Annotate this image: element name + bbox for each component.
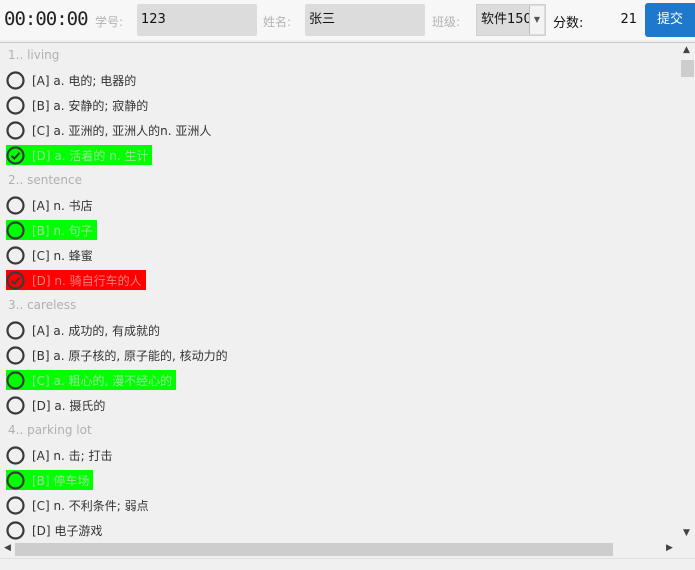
option-text: [B] a. 安静的; 寂静的 — [32, 98, 149, 113]
question-title: 1.. living — [8, 48, 60, 62]
option-body[interactable]: [D] a. 摄氏的 — [6, 395, 109, 415]
answer-option[interactable]: [D] a. 摄氏的 — [0, 393, 680, 418]
horizontal-scroll-thumb[interactable] — [15, 543, 613, 556]
question-title: 3.. careless — [8, 298, 77, 312]
answer-option[interactable]: [B] a. 原子核的, 原子能的, 核动力的 — [0, 343, 680, 368]
radio-unchecked-icon[interactable] — [6, 195, 25, 215]
answer-option[interactable]: [B] 停车场 — [0, 468, 680, 493]
radio-checked-icon[interactable] — [6, 270, 25, 290]
option-body[interactable]: [A] a. 电的; 电器的 — [6, 70, 140, 90]
scroll-up-icon[interactable]: ▲ — [683, 45, 690, 55]
radio-unchecked-icon[interactable] — [6, 495, 25, 515]
answer-option[interactable]: [A] a. 成功的, 有成就的 — [0, 318, 680, 343]
option-body[interactable]: [B] a. 安静的; 寂静的 — [6, 95, 152, 115]
radio-unchecked-icon[interactable] — [6, 470, 25, 490]
radio-unchecked-icon[interactable] — [6, 395, 25, 415]
option-text: [D] n. 骑自行车的人 — [32, 273, 142, 288]
submit-button[interactable]: 提交 — [645, 3, 695, 37]
answer-option[interactable]: [C] a. 亚洲的, 亚洲人的n. 亚洲人 — [0, 118, 680, 143]
horizontal-scrollbar[interactable]: ◀ ▶ — [0, 541, 680, 558]
option-body[interactable]: [B] a. 原子核的, 原子能的, 核动力的 — [6, 345, 232, 365]
answer-option[interactable]: [D] n. 骑自行车的人 — [0, 268, 680, 293]
question-title: 4.. parking lot — [8, 423, 92, 437]
chevron-down-icon[interactable]: ▼ — [529, 6, 544, 34]
option-text: [A] a. 成功的, 有成就的 — [32, 323, 160, 338]
answer-option[interactable]: [A] n. 书店 — [0, 193, 680, 218]
answer-option[interactable]: [D] 电子游戏 — [0, 518, 680, 541]
answer-option[interactable]: [D] a. 活着的 n. 生计 — [0, 143, 680, 168]
option-body[interactable]: [A] n. 书店 — [6, 195, 97, 215]
score-value: 21 — [620, 12, 637, 27]
student-id-input[interactable]: 123 — [137, 4, 257, 36]
answer-option[interactable]: [C] n. 不利条件; 弱点 — [0, 493, 680, 518]
class-select-value: 软件150 — [481, 12, 529, 27]
option-text: [B] 停车场 — [32, 473, 90, 488]
answer-option[interactable]: [B] a. 安静的; 寂静的 — [0, 93, 680, 118]
option-text: [D] a. 摄氏的 — [32, 398, 106, 413]
scroll-right-icon[interactable]: ▶ — [666, 543, 673, 553]
quiz-list: 1.. living [A] a. 电的; 电器的 [B] a. 安静的; 寂静的 [… — [0, 43, 680, 541]
radio-unchecked-icon[interactable] — [6, 445, 25, 465]
score-label: 分数: — [553, 16, 584, 31]
option-body[interactable]: [A] a. 成功的, 有成就的 — [6, 320, 164, 340]
answer-option[interactable]: [A] n. 击; 打击 — [0, 443, 680, 468]
correct-answer-highlight[interactable]: [C] a. 粗心的, 漫不经心的 — [6, 370, 177, 390]
name-label: 姓名: — [263, 15, 292, 29]
radio-unchecked-icon[interactable] — [6, 320, 25, 340]
answer-option[interactable]: [C] a. 粗心的, 漫不经心的 — [0, 368, 680, 393]
scroll-left-icon[interactable]: ◀ — [4, 543, 11, 553]
option-text: [C] a. 亚洲的, 亚洲人的n. 亚洲人 — [32, 123, 212, 138]
toolbar: 00:00:00 学号: 123 姓名: 张三 班级: 软件150 ▼ 分数: … — [0, 0, 695, 40]
wrong-answer-highlight[interactable]: [D] n. 骑自行车的人 — [6, 270, 146, 290]
option-text: [C] n. 不利条件; 弱点 — [32, 498, 149, 513]
answer-option[interactable]: [B] n. 句子 — [0, 218, 680, 243]
radio-unchecked-icon[interactable] — [6, 70, 25, 90]
answer-option[interactable]: [C] n. 蜂蜜 — [0, 243, 680, 268]
option-body[interactable]: [C] n. 蜂蜜 — [6, 245, 97, 265]
scroll-corner — [680, 541, 695, 558]
student-id-label: 学号: — [95, 15, 124, 29]
option-text: [C] n. 蜂蜜 — [32, 248, 93, 263]
option-text: [B] n. 句子 — [32, 223, 93, 238]
option-text: [D] 电子游戏 — [32, 523, 103, 538]
correct-answer-highlight[interactable]: [D] a. 活着的 n. 生计 — [6, 145, 153, 165]
class-label: 班级: — [432, 15, 461, 29]
correct-answer-highlight[interactable]: [B] 停车场 — [6, 470, 94, 490]
option-text: [A] n. 书店 — [32, 198, 93, 213]
radio-unchecked-icon[interactable] — [6, 95, 25, 115]
scroll-down-icon[interactable]: ▼ — [683, 528, 690, 538]
name-input[interactable]: 张三 — [305, 4, 425, 36]
option-body[interactable]: [D] 电子游戏 — [6, 520, 106, 540]
radio-unchecked-icon[interactable] — [6, 370, 25, 390]
option-text: [A] a. 电的; 电器的 — [32, 73, 137, 88]
vertical-scroll-thumb[interactable] — [681, 60, 694, 77]
divider — [0, 42, 695, 43]
vertical-scrollbar[interactable]: ▲ ▼ — [680, 43, 695, 541]
question-title: 2.. sentence — [8, 173, 82, 187]
radio-unchecked-icon[interactable] — [6, 220, 25, 240]
option-text: [C] a. 粗心的, 漫不经心的 — [32, 373, 173, 388]
timer-display: 00:00:00 — [4, 8, 89, 30]
option-body[interactable]: [C] n. 不利条件; 弱点 — [6, 495, 153, 515]
option-text: [B] a. 原子核的, 原子能的, 核动力的 — [32, 348, 228, 363]
option-text: [A] n. 击; 打击 — [32, 448, 113, 463]
option-body[interactable]: [C] a. 亚洲的, 亚洲人的n. 亚洲人 — [6, 120, 215, 140]
radio-unchecked-icon[interactable] — [6, 520, 25, 540]
answer-option[interactable]: [A] a. 电的; 电器的 — [0, 68, 680, 93]
option-text: [D] a. 活着的 n. 生计 — [32, 148, 149, 163]
correct-answer-highlight[interactable]: [B] n. 句子 — [6, 220, 97, 240]
radio-unchecked-icon[interactable] — [6, 345, 25, 365]
option-body[interactable]: [A] n. 击; 打击 — [6, 445, 116, 465]
radio-unchecked-icon[interactable] — [6, 245, 25, 265]
radio-checked-icon[interactable] — [6, 145, 25, 165]
radio-unchecked-icon[interactable] — [6, 120, 25, 140]
status-strip — [0, 558, 695, 570]
class-select[interactable]: 软件150 ▼ — [476, 4, 546, 36]
